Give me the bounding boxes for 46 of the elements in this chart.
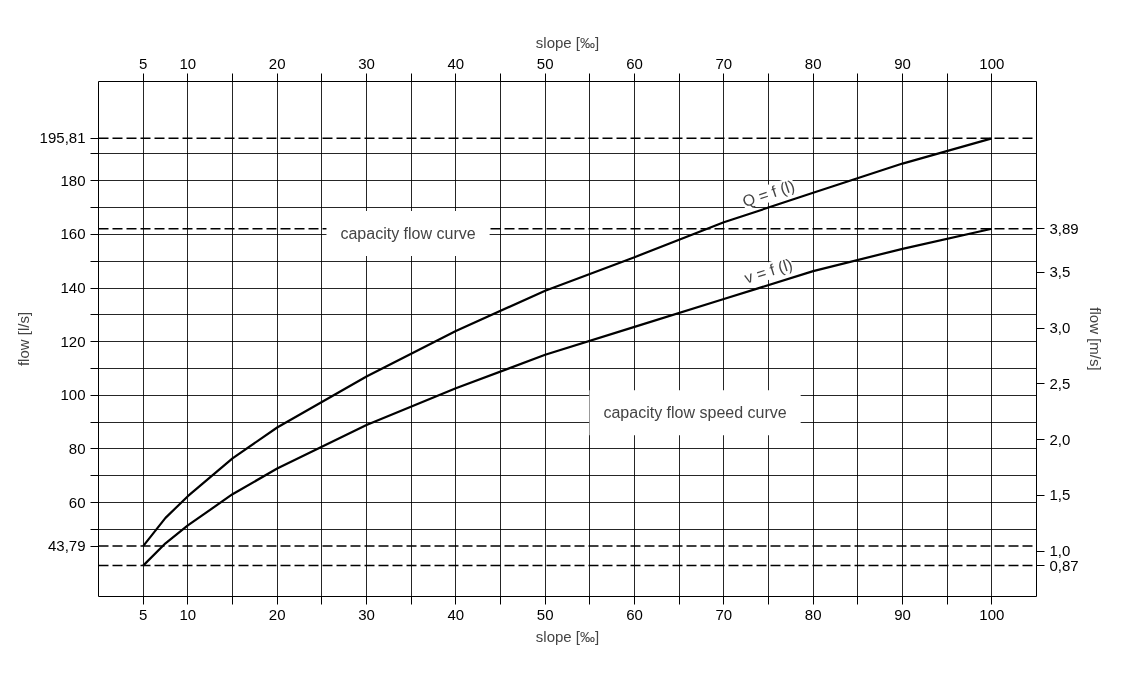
x-tick-label: 30 [358,605,375,623]
x2-tick-label: 60 [626,54,643,72]
y-axis-title: flow [l/s] [14,311,32,367]
y-tick-label: 80 [68,439,86,457]
x-tick-label: 60 [626,605,643,623]
x2-tick-label: 100 [979,54,1005,72]
annotation: capacity flow curve [340,224,476,242]
x-tick-label: 50 [536,605,554,623]
x-tick-label: 5 [139,605,148,623]
x-tick-label: 40 [447,605,465,623]
x2-tick-label: 30 [358,54,375,72]
x-tick-label: 90 [894,605,911,623]
x-tick-label: 100 [979,605,1005,623]
x2-tick-label: 70 [715,54,733,72]
y2-tick-label: 3,0 [1049,319,1071,337]
x2-tick-label: 80 [804,54,822,72]
x2-tick-label: 50 [536,54,554,72]
y2-tick-label: 3,5 [1049,263,1071,281]
x2-axis-title: slope [‰] [535,33,600,51]
ref-line-label: 43,79 [47,537,86,555]
y-tick-label: 160 [60,225,86,243]
y-tick-label: 180 [60,171,86,189]
y-tick-label: 120 [60,332,86,350]
x2-tick-label: 40 [447,54,465,72]
y2-tick-label: 1,5 [1049,486,1071,504]
x-tick-label: 70 [715,605,733,623]
y-tick-label: 140 [60,279,86,297]
x-tick-label: 80 [804,605,822,623]
y-tick-label: 60 [68,493,86,511]
x-tick-label: 10 [179,605,197,623]
x-axis-title: slope [‰] [535,627,600,645]
x-tick-label: 20 [268,605,286,623]
y2-tick-label: 2,0 [1049,430,1071,448]
y2-tick-label: 1,0 [1049,542,1071,560]
y2-axis-title: flow [m/s] [1086,307,1104,371]
ref-line-label: 195,81 [39,129,86,147]
ref-line-label: 3,89 [1049,219,1079,237]
text: v = f (l) [742,255,795,287]
annotation: capacity flow speed curve [603,404,787,422]
y2-tick-label: 2,5 [1049,374,1071,392]
x2-tick-label: 5 [139,54,148,72]
x2-tick-label: 20 [268,54,286,72]
text: Q = f (l) [740,177,797,211]
x2-tick-label: 10 [179,54,197,72]
x2-tick-label: 90 [894,54,911,72]
y-tick-label: 100 [60,386,86,404]
